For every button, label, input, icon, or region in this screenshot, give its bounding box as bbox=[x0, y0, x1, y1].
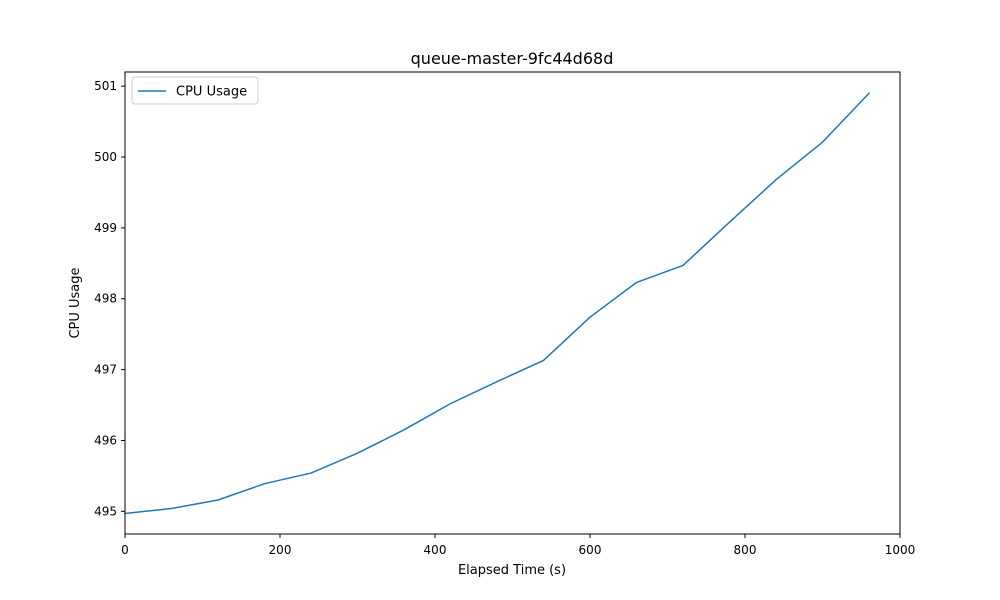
y-tick-label: 501 bbox=[94, 79, 117, 93]
axes-frame bbox=[124, 71, 901, 535]
y-tick-label: 498 bbox=[94, 292, 117, 306]
y-tick-label: 499 bbox=[94, 221, 117, 235]
legend-label: CPU Usage bbox=[176, 85, 247, 100]
legend-box bbox=[131, 76, 259, 105]
x-axis-label: Elapsed Time (s) bbox=[458, 563, 566, 578]
x-tick-label: 800 bbox=[734, 543, 757, 557]
x-tick-label: 0 bbox=[121, 543, 129, 557]
y-axis-label: CPU Usage bbox=[68, 267, 83, 338]
axes: 0 200 400 600 800 1000 495 496 497 498 499 500 501 bbox=[94, 71, 916, 557]
y-tick-label: 500 bbox=[94, 150, 117, 164]
x-tick-label: 1000 bbox=[885, 543, 916, 557]
series-line-0 bbox=[124, 92, 871, 515]
legend: CPU Usage bbox=[131, 76, 259, 105]
y-tick-label: 495 bbox=[94, 504, 117, 518]
x-tick-label: 400 bbox=[424, 543, 447, 557]
y-tick-label: 496 bbox=[94, 433, 117, 447]
chart-title: queue-master-9fc44d68d bbox=[411, 49, 614, 68]
y-tick-label: 497 bbox=[94, 363, 117, 377]
x-tick-label: 200 bbox=[269, 543, 292, 557]
x-tick-label: 600 bbox=[579, 543, 602, 557]
plot-area bbox=[124, 92, 871, 515]
